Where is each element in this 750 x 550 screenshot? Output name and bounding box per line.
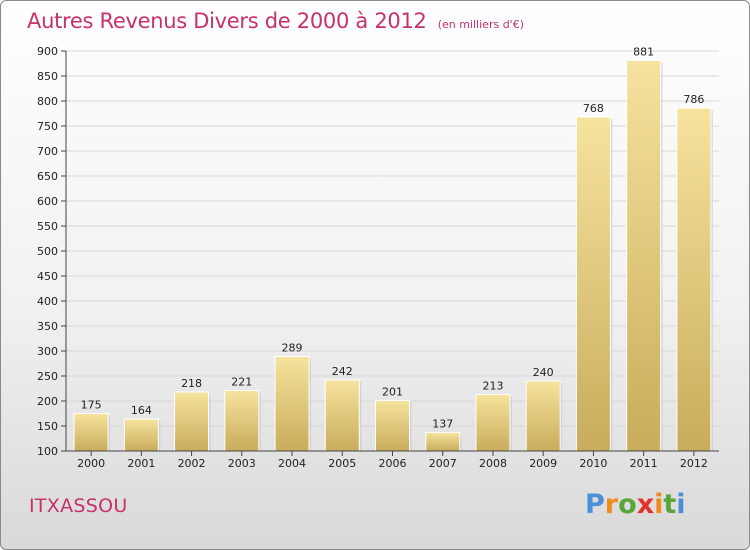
x-tick-label: 2003 xyxy=(228,457,256,470)
y-tick-label: 550 xyxy=(37,220,58,233)
bar xyxy=(224,390,260,452)
bar xyxy=(425,432,461,452)
y-tick-label: 650 xyxy=(37,170,58,183)
x-tick-label: 2009 xyxy=(529,457,557,470)
y-tick-label: 700 xyxy=(37,145,58,158)
chart-title-group: Autres Revenus Divers de 2000 à 2012 (en… xyxy=(27,9,524,33)
y-tick-label: 300 xyxy=(37,345,58,358)
logo-letter: i xyxy=(676,489,686,520)
y-tick-label: 600 xyxy=(37,195,58,208)
x-tick-label: 2005 xyxy=(328,457,356,470)
data-label: 768 xyxy=(583,102,604,115)
proxiti-logo: Proxiti xyxy=(585,489,686,520)
y-tick-label: 150 xyxy=(37,420,58,433)
data-label: 240 xyxy=(533,366,554,379)
y-tick-label: 250 xyxy=(37,370,58,383)
data-label: 218 xyxy=(181,377,202,390)
y-tick-label: 500 xyxy=(37,245,58,258)
bar xyxy=(626,60,662,452)
axis-layer: 100 150 200 250 300 350 400 450 500 550 600 650 700 7… xyxy=(37,45,719,470)
data-label: 221 xyxy=(231,376,252,389)
bar xyxy=(324,379,360,452)
data-label: 201 xyxy=(382,386,403,399)
y-tick-label: 750 xyxy=(37,120,58,133)
bar xyxy=(73,413,109,452)
data-label: 242 xyxy=(332,365,353,378)
y-tick-label: 800 xyxy=(37,95,58,108)
data-label: 137 xyxy=(432,418,453,431)
x-tick-label: 2006 xyxy=(379,457,407,470)
logo-letter: o xyxy=(618,489,637,520)
data-label: 175 xyxy=(81,399,102,412)
x-tick-label: 2011 xyxy=(630,457,658,470)
bar xyxy=(123,418,159,452)
logo-letter: P xyxy=(585,489,605,520)
logo-letter: r xyxy=(604,489,619,520)
y-tick-label: 450 xyxy=(37,270,58,283)
x-tick-label: 2010 xyxy=(579,457,607,470)
bar-layer: 175 164 218 221 289 242 201 137 213 240 768 881 786 xyxy=(73,46,713,452)
x-tick-label: 2007 xyxy=(429,457,457,470)
data-label: 213 xyxy=(482,380,503,393)
x-tick-label: 2004 xyxy=(278,457,306,470)
bar xyxy=(375,400,410,452)
y-tick-label: 100 xyxy=(37,445,58,458)
city-name: ITXASSOU xyxy=(29,495,128,517)
logo-letter: i xyxy=(654,489,664,520)
chart-title: Autres Revenus Divers de 2000 à 2012 xyxy=(27,9,427,33)
logo-letter: x xyxy=(636,489,655,520)
bar xyxy=(525,380,561,452)
y-tick-label: 850 xyxy=(37,70,58,83)
x-tick-label: 2000 xyxy=(77,457,105,470)
x-tick-label: 2002 xyxy=(178,457,206,470)
y-tick-label: 400 xyxy=(37,295,58,308)
data-label: 164 xyxy=(131,404,152,417)
x-tick-label: 2001 xyxy=(127,457,155,470)
y-tick-label: 350 xyxy=(37,320,58,333)
bar xyxy=(676,107,712,452)
y-tick-label: 900 xyxy=(37,45,58,58)
data-label: 289 xyxy=(282,342,303,355)
bar xyxy=(174,391,210,452)
x-tick-label: 2012 xyxy=(680,457,708,470)
data-label: 881 xyxy=(633,46,654,59)
data-label: 786 xyxy=(683,93,704,106)
bar xyxy=(274,356,310,452)
bar xyxy=(475,394,511,452)
chart-subtitle: (en milliers d'€) xyxy=(437,18,524,31)
y-tick-label: 200 xyxy=(37,395,58,408)
bar xyxy=(575,116,611,452)
x-tick-label: 2008 xyxy=(479,457,507,470)
logo-letter: t xyxy=(663,489,677,520)
